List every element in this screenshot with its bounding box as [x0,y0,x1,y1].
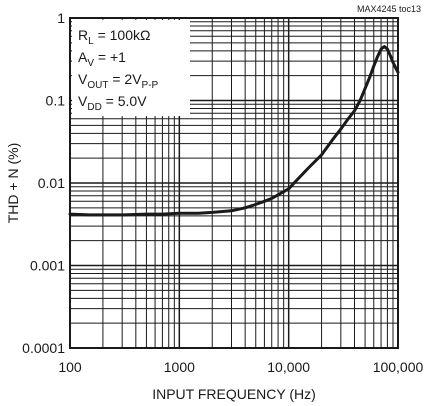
x-tick-label: 10,000 [267,359,310,375]
y-tick-label: 0.01 [38,175,65,191]
condition-line: AV = +1 [78,49,126,69]
x-tick-labels: 100 1000 10,000 100,000 [58,359,423,375]
conditions-box-background [72,20,190,116]
condition-line: VOUT = 2VP-P [78,71,159,91]
condition-symbol: A [78,49,88,65]
y-tick-label: 0.1 [46,93,66,109]
condition-line: VDD = 5.0V [78,93,147,113]
x-axis-title: INPUT FREQUENCY (Hz) [152,386,316,402]
figure-code-label: MAX4245 toc13 [357,4,421,14]
x-tick-label: 1000 [164,359,195,375]
y-axis-title: THD + N (%) [5,143,21,224]
condition-subscript: P-P [142,80,159,91]
condition-value: = 2V [108,71,142,87]
plot-frame [69,17,399,349]
condition-symbol: V [78,71,88,87]
condition-value: = 5.0V [102,93,147,109]
condition-subscript: OUT [87,80,108,91]
condition-subscript: DD [87,102,101,113]
x-tick-label: 100 [58,359,82,375]
y-tick-labels: 1 0.1 0.01 0.001 0.0001 [22,10,65,356]
y-tick-label: 1 [57,10,65,26]
y-tick-label: 0.0001 [22,340,65,356]
condition-value: = +1 [94,49,126,65]
thd-curve [68,45,400,217]
condition-symbol: R [78,27,88,43]
condition-value: = 100kΩ [94,27,151,43]
y-tick-label: 0.001 [30,258,65,274]
x-tick-label: 100,000 [373,359,424,375]
condition-line: RL = 100kΩ [78,27,150,47]
condition-subscript: L [88,36,94,47]
condition-symbol: V [78,93,88,109]
condition-subscript: V [87,58,94,69]
